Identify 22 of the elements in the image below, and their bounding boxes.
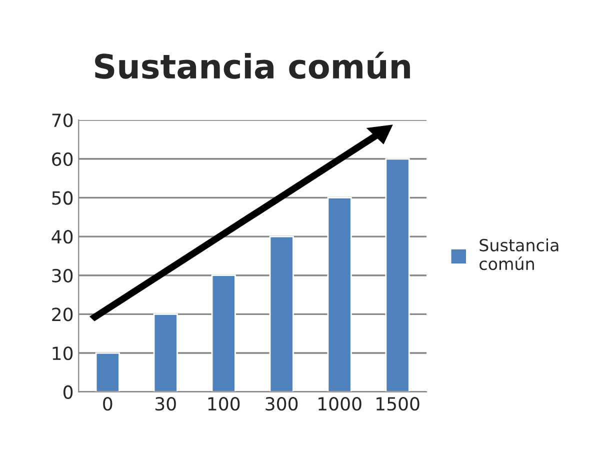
x-tick-label: 1000 bbox=[318, 397, 362, 411]
bar bbox=[153, 313, 178, 392]
y-tick-label: 0 bbox=[63, 385, 73, 399]
x-tick-label: 100 bbox=[208, 397, 240, 411]
bar bbox=[211, 274, 236, 392]
x-tick-label: 1500 bbox=[376, 397, 420, 411]
x-tick-label: 0 bbox=[103, 397, 112, 411]
legend-label: Sustancia común bbox=[480, 238, 558, 270]
y-tick-label: 60 bbox=[52, 152, 73, 166]
y-tick-label: 20 bbox=[52, 308, 73, 322]
bar bbox=[327, 197, 352, 392]
y-tick-label: 70 bbox=[52, 114, 73, 128]
x-tick-label: 300 bbox=[266, 397, 298, 411]
y-tick-label: 50 bbox=[52, 191, 73, 205]
y-tick-label: 30 bbox=[52, 268, 73, 282]
chart-title: Sustancia común bbox=[95, 52, 410, 79]
x-tick-label: 30 bbox=[156, 397, 176, 411]
bar bbox=[95, 352, 120, 392]
bar bbox=[385, 158, 410, 392]
y-tick-label: 40 bbox=[52, 230, 73, 244]
y-tick-label: 10 bbox=[52, 346, 73, 360]
bar bbox=[269, 236, 294, 392]
